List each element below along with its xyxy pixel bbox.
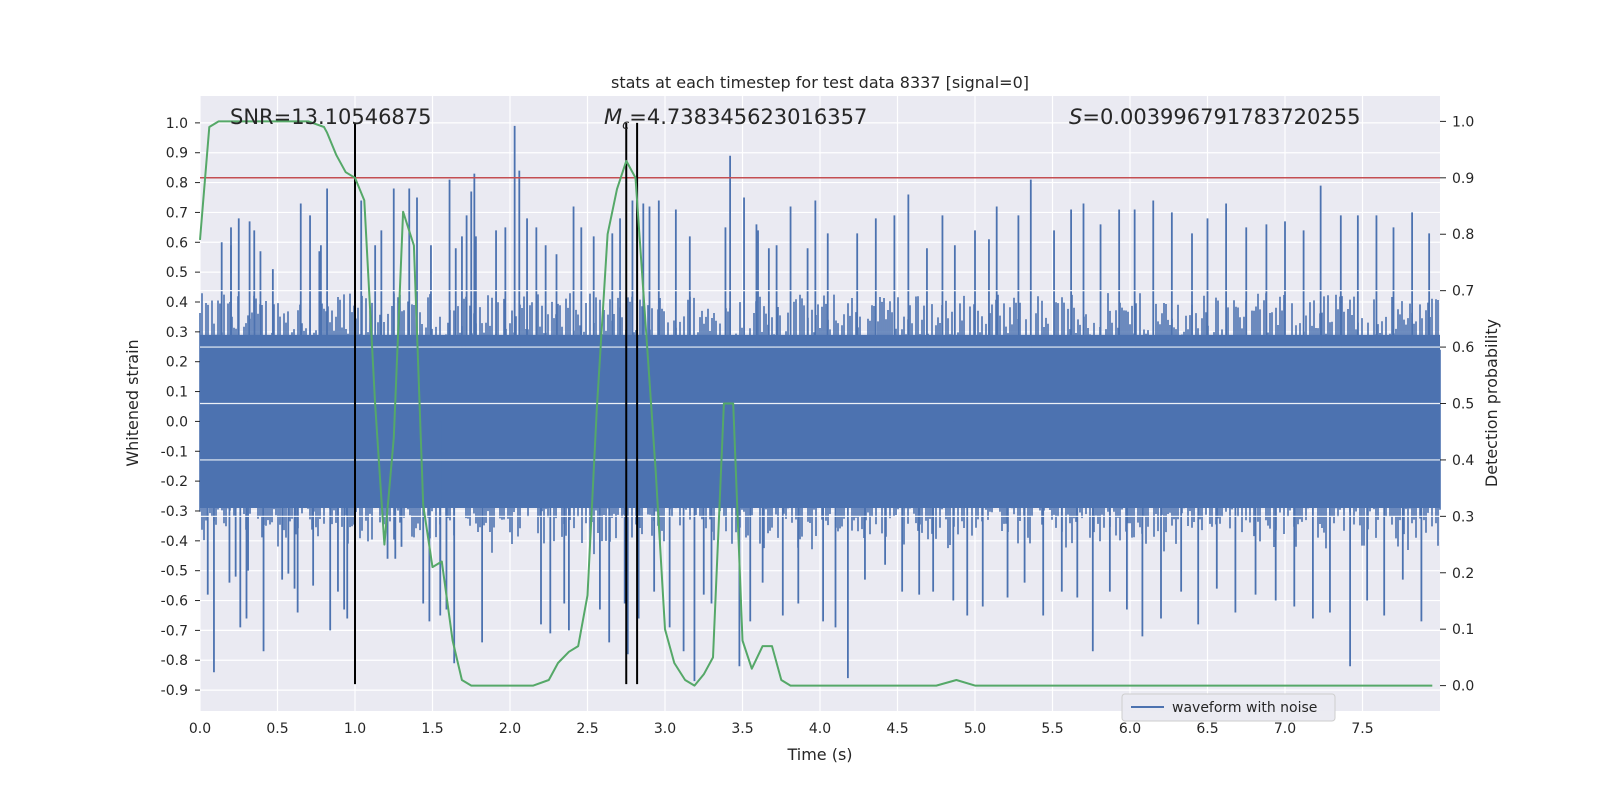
y2-tick-label: 0.2 — [1452, 566, 1474, 582]
y2-tick-label: 0.0 — [1452, 679, 1474, 695]
y2-tick-label: 0.4 — [1452, 453, 1474, 469]
y-tick-label: 0.3 — [166, 325, 188, 341]
x-tick-label: 3.0 — [654, 721, 676, 737]
y-tick-label: -0.6 — [161, 594, 188, 610]
x-tick-label: 6.5 — [1196, 721, 1218, 737]
y-tick-label: 0.2 — [166, 355, 188, 371]
y-tick-label: 0.1 — [166, 385, 188, 401]
y2-tick-label: 1.0 — [1452, 114, 1474, 130]
y-tick-label: -0.4 — [161, 534, 188, 550]
probability-series — [199, 120, 1433, 687]
y-tick-label: 0.5 — [166, 265, 188, 281]
y-tick-label: 0.9 — [166, 146, 188, 162]
x-tick-label: 2.0 — [499, 721, 521, 737]
y-tick-label: -0.5 — [161, 564, 188, 580]
snr-annotation: SNR=13.10546875 — [230, 105, 432, 129]
x-tick-label: 4.0 — [809, 721, 831, 737]
waveform-core — [200, 334, 1440, 508]
y-tick-label: 0.7 — [166, 205, 188, 221]
y2-tick-label: 0.7 — [1452, 284, 1474, 300]
s-symbol: S — [1069, 105, 1082, 129]
y-axis-title: Whitened strain — [123, 339, 142, 466]
marker-lines — [354, 122, 639, 685]
x-tick-label: 0.5 — [266, 721, 288, 737]
x-tick-label: 1.0 — [344, 721, 366, 737]
s-value: =0.003996791783720255 — [1082, 105, 1360, 129]
x-axis-title: Time (s) — [786, 745, 852, 764]
legend: waveform with noise — [1121, 693, 1336, 722]
x-tick-label: 1.5 — [421, 721, 443, 737]
y-tick-label: -0.9 — [161, 683, 188, 699]
tick-labels: 0.0 0.5 1.0 1.5 2.0 2.5 3.0 3.5 4.0 4.5 5.0 5.5 6.0 6… — [161, 114, 1475, 737]
chirp-mass-subscript: c — [622, 118, 629, 133]
legend-box — [1121, 693, 1336, 722]
y-tick-label: -0.2 — [161, 474, 188, 490]
y-tick-label: 0.0 — [166, 414, 188, 430]
y-tick-label: -0.3 — [161, 504, 188, 520]
y2-tick-label: 0.6 — [1452, 340, 1474, 356]
y2-tick-label: 0.1 — [1452, 622, 1474, 638]
y-tick-label: 0.6 — [166, 235, 188, 251]
y2-tick-label: 0.9 — [1452, 171, 1474, 187]
y-tick-label: 0.8 — [166, 176, 188, 192]
x-tick-label: 0.0 — [189, 721, 211, 737]
chirp-mass-annotation: Mc=4.738345623016357 — [604, 105, 867, 133]
x-tick-label: 3.5 — [731, 721, 753, 737]
x-tick-label: 4.5 — [886, 721, 908, 737]
x-tick-label: 2.5 — [576, 721, 598, 737]
x-tick-label: 7.5 — [1351, 721, 1373, 737]
legend-label: waveform with noise — [1172, 700, 1317, 716]
y-tick-label: 0.4 — [166, 295, 188, 311]
y2-tick-label: 0.8 — [1452, 227, 1474, 243]
x-tick-label: 7.0 — [1274, 721, 1296, 737]
chirp-mass-symbol: M — [604, 105, 622, 129]
y2-tick-label: 0.3 — [1452, 509, 1474, 525]
y2-axis-title: Detection probability — [1482, 319, 1501, 487]
waveform-series — [199, 125, 1441, 682]
y-tick-label: -0.7 — [161, 623, 188, 639]
y2-tick-label: 0.5 — [1452, 397, 1474, 413]
s-annotation: S=0.003996791783720255 — [1069, 105, 1360, 129]
x-tick-label: 5.0 — [964, 721, 986, 737]
x-tick-label: 5.5 — [1041, 721, 1063, 737]
chart-title: stats at each timestep for test data 833… — [611, 73, 1029, 92]
probability-line — [199, 120, 1433, 687]
y-tick-label: -0.1 — [161, 444, 188, 460]
y-tick-label: 1.0 — [166, 116, 188, 132]
chirp-mass-value: =4.738345623016357 — [629, 105, 867, 129]
x-tick-label: 6.0 — [1119, 721, 1141, 737]
y-tick-label: -0.8 — [161, 653, 188, 669]
